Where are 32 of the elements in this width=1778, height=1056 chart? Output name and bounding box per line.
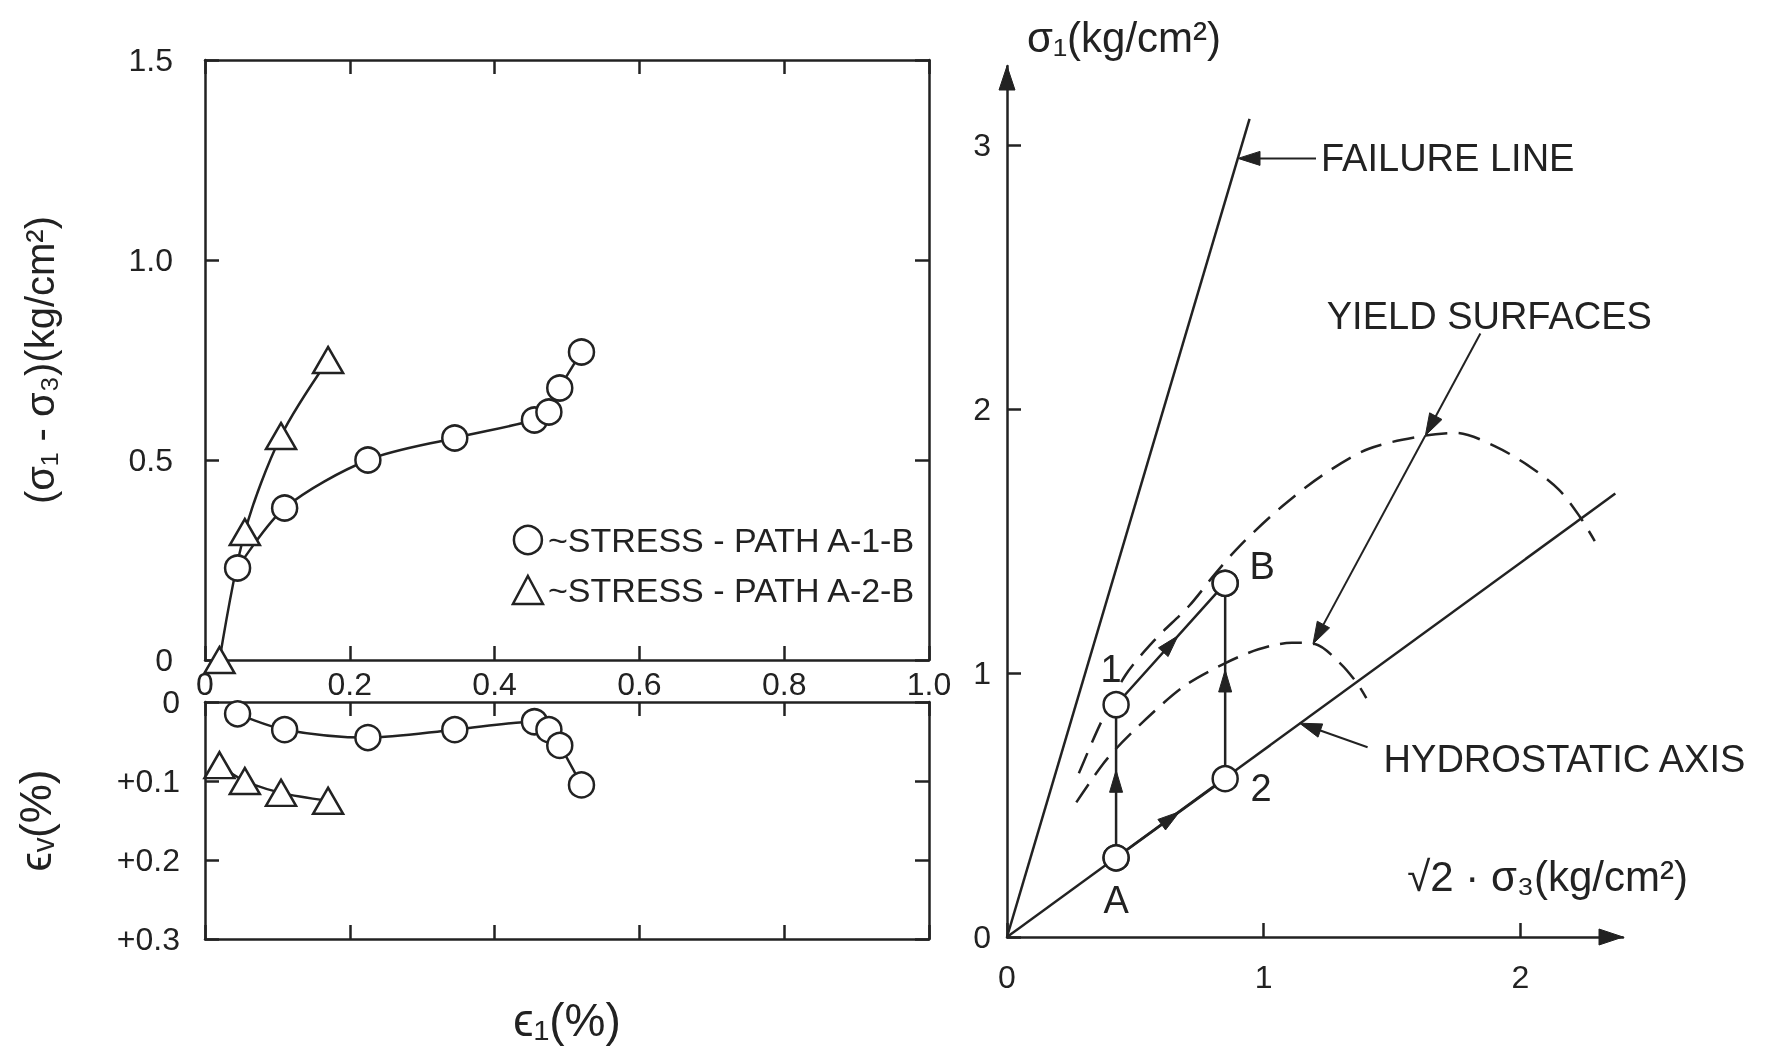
- y-tick-label: +0.2: [116, 842, 180, 878]
- x-axis-title: √2 · σ₃(kg/cm²): [1407, 852, 1688, 900]
- x-tick-label: 0.8: [761, 666, 807, 702]
- x-tick-label: 0.4: [472, 666, 517, 702]
- y-axis-title: σ₁(kg/cm²): [1027, 13, 1222, 61]
- x-tick-label: 2: [1511, 959, 1530, 995]
- y-tick-label: 2: [973, 391, 991, 428]
- annotation: HYDROSTATIC AXIS: [1383, 738, 1746, 781]
- y-tick-label: 1.0: [128, 242, 173, 278]
- annotation: A: [1103, 878, 1130, 921]
- legend-label: ~STRESS - PATH A-1-B: [547, 521, 915, 559]
- y-tick-label: +0.3: [116, 921, 180, 957]
- x-tick-label: 1: [1254, 959, 1273, 995]
- y-axis-title: ϵᵥ(%): [10, 769, 60, 872]
- x-tick-label: 0.2: [327, 666, 373, 702]
- annotation: 2: [1250, 766, 1272, 809]
- y-tick-label: 3: [973, 127, 991, 164]
- y-tick-label: 0: [973, 919, 991, 955]
- y-axis-title: (σ₁ - σ₃)(kg/cm²): [18, 216, 62, 504]
- y-tick-label: +0.1: [116, 763, 180, 799]
- x-axis-title: ϵ₁(%): [513, 994, 621, 1046]
- annotation: B: [1249, 545, 1275, 588]
- y-tick-label: 0: [155, 642, 173, 678]
- x-tick-label: 0.6: [617, 666, 662, 702]
- x-tick-label: 0: [196, 666, 214, 702]
- x-tick-label: 0: [998, 959, 1016, 995]
- annotation: FAILURE LINE: [1321, 137, 1575, 180]
- legend-label: ~STRESS - PATH A-2-B: [547, 571, 915, 609]
- annotation: YIELD SURFACES: [1326, 294, 1652, 337]
- x-tick-label: 1.0: [906, 666, 952, 702]
- y-tick-label: 0.5: [128, 442, 173, 478]
- y-tick-label: 1.5: [128, 42, 173, 78]
